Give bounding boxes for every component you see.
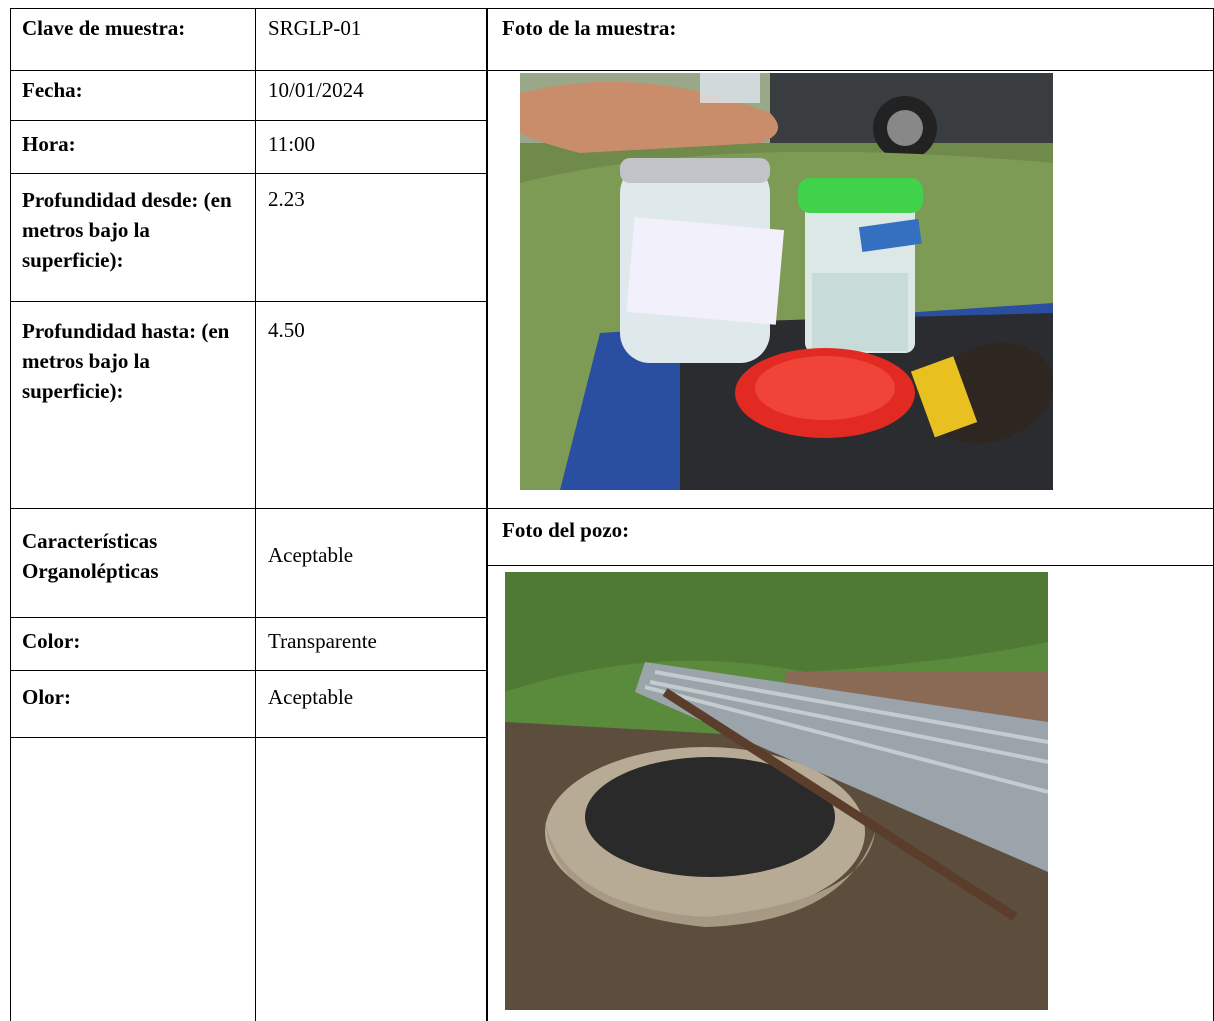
field-value: 11:00 (268, 132, 316, 156)
border (10, 737, 487, 738)
photo-title: Foto del pozo: (502, 518, 630, 542)
sample-photo (520, 73, 1053, 490)
border (10, 120, 487, 121)
field-label: Color: (22, 629, 81, 653)
well-photo (505, 572, 1048, 1010)
field-label: Olor: (22, 685, 71, 709)
field-value: 4.50 (268, 318, 305, 342)
field-label: Clave de muestra: (22, 16, 186, 40)
field-value: 2.23 (268, 187, 305, 211)
border (10, 173, 487, 174)
border (10, 617, 487, 618)
border (10, 8, 11, 1021)
field-value: Transparente (268, 629, 377, 653)
border (10, 70, 1214, 71)
border (10, 8, 1214, 9)
field-value: SRGLP-01 (268, 16, 362, 40)
border (10, 301, 487, 302)
border (10, 670, 487, 671)
field-label: Profundidad hasta: (en metros bajo la su… (22, 319, 230, 403)
field-value: Aceptable (268, 685, 354, 709)
border (10, 508, 1214, 509)
field-label: Fecha: (22, 78, 83, 102)
field-value: 10/01/2024 (268, 78, 364, 102)
border (255, 8, 256, 1021)
field-value: Aceptable (268, 543, 354, 567)
field-label: Hora: (22, 132, 76, 156)
photo-title: Foto de la muestra: (502, 16, 677, 40)
border (486, 8, 488, 1021)
field-label: Profundidad desde: (en metros bajo la su… (22, 188, 232, 272)
border (487, 565, 1214, 566)
field-label: Características Organolépticas (22, 529, 159, 583)
